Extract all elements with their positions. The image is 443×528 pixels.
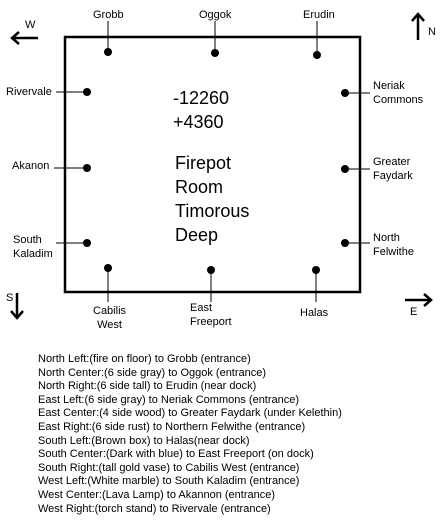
portal-label-south-kaladim: SouthKaladim [13, 233, 53, 261]
legend-line: West Right:(torch stand) to Rivervale (e… [38, 503, 438, 517]
portal-label-akanon: Akanon [12, 160, 49, 173]
portal-north-center [211, 49, 219, 57]
portal-label-north-felwithe: NorthFelwithe [373, 231, 414, 259]
portal-label-cabilis-west: CabilisWest [93, 304, 126, 332]
legend-line: East Right:(6 side rust) to Northern Fel… [38, 421, 438, 435]
legend-line: East Left:(6 side gray) to Neriak Common… [38, 394, 438, 408]
portal-label-erudin: Erudin [303, 9, 335, 22]
portal-west-center [83, 164, 91, 172]
portal-label-neriak-commons: NeriakCommons [373, 79, 423, 107]
portal-west-right [83, 88, 91, 96]
portal-east-center [341, 165, 349, 173]
legend-line: South Left:(Brown box) to Halas(near doc… [38, 435, 438, 449]
legend-line: North Left:(fire on floor) to Grobb (ent… [38, 353, 438, 367]
compass-east-label: E [410, 306, 417, 319]
west-arrow-icon [12, 32, 38, 44]
portal-label-oggok: Oggok [199, 9, 231, 22]
portal-south-left [312, 266, 320, 274]
east-arrow-icon [405, 294, 431, 306]
legend-line: North Right:(6 side tall) to Erudin (nea… [38, 380, 438, 394]
portal-north-right [313, 51, 321, 59]
portal-south-center [207, 266, 215, 274]
legend-line: North Center:(6 side gray) to Oggok (ent… [38, 367, 438, 381]
legend-line: South Center:(Dark with blue) to East Fr… [38, 448, 438, 462]
legend-line: East Center:(4 side wood) to Greater Fay… [38, 407, 438, 421]
portal-north-left [104, 48, 112, 56]
room-name: Firepot Room Timorous Deep [175, 151, 249, 247]
portal-south-right [104, 264, 112, 272]
portal-label-rivervale: Rivervale [6, 86, 52, 99]
portal-east-right [341, 239, 349, 247]
compass-west-label: W [25, 19, 35, 32]
compass-south-label: S [6, 292, 13, 305]
legend-line: West Center:(Lava Lamp) to Akannon (entr… [38, 489, 438, 503]
legend-line: West Left:(White marble) to South Kaladi… [38, 475, 438, 489]
room-coordinates: -12260 +4360 [173, 86, 229, 134]
north-arrow-icon [412, 14, 424, 40]
portal-west-left [83, 239, 91, 247]
portal-label-greater-faydark: GreaterFaydark [373, 155, 413, 183]
portal-label-grobb: Grobb [93, 9, 124, 22]
legend-line: South Right:(tall gold vase) to Cabilis … [38, 462, 438, 476]
portal-label-halas: Halas [300, 307, 328, 320]
portal-legend: North Left:(fire on floor) to Grobb (ent… [38, 353, 438, 516]
portal-east-left [341, 89, 349, 97]
compass-north-label: N [428, 26, 436, 39]
portal-label-east-freeport: EastFreeport [190, 301, 232, 329]
